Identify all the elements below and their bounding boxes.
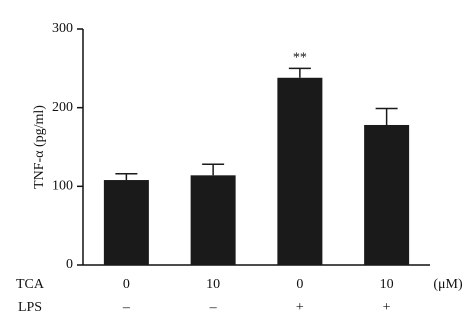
error-bar <box>288 67 311 78</box>
row-label: – <box>122 300 131 315</box>
y-tick-label: 0 <box>66 257 73 272</box>
error-bar <box>115 172 138 181</box>
bar <box>277 77 323 265</box>
row-name: TCA <box>16 277 45 292</box>
x-tick-label: 0 <box>123 277 130 292</box>
y-tick-label: 100 <box>52 179 73 194</box>
bar <box>364 124 410 266</box>
row-label: + <box>296 300 304 315</box>
error-bar <box>375 107 398 125</box>
error-bar <box>202 163 225 176</box>
x-tick-label: 0 <box>296 277 303 292</box>
bar <box>190 175 236 265</box>
x-tick-label: 10 <box>206 277 220 292</box>
y-axis-label: TNF-α (pg/ml) <box>32 105 47 189</box>
row-label: + <box>383 300 391 315</box>
bar <box>103 180 149 265</box>
unit-label: (μM) <box>433 277 463 292</box>
row-name: LPS <box>18 300 42 315</box>
y-tick-label: 300 <box>52 21 73 36</box>
annotation: ** <box>293 51 307 66</box>
row-label: – <box>209 300 218 315</box>
y-tick-label: 200 <box>52 100 73 115</box>
x-tick-label: 10 <box>380 277 394 292</box>
